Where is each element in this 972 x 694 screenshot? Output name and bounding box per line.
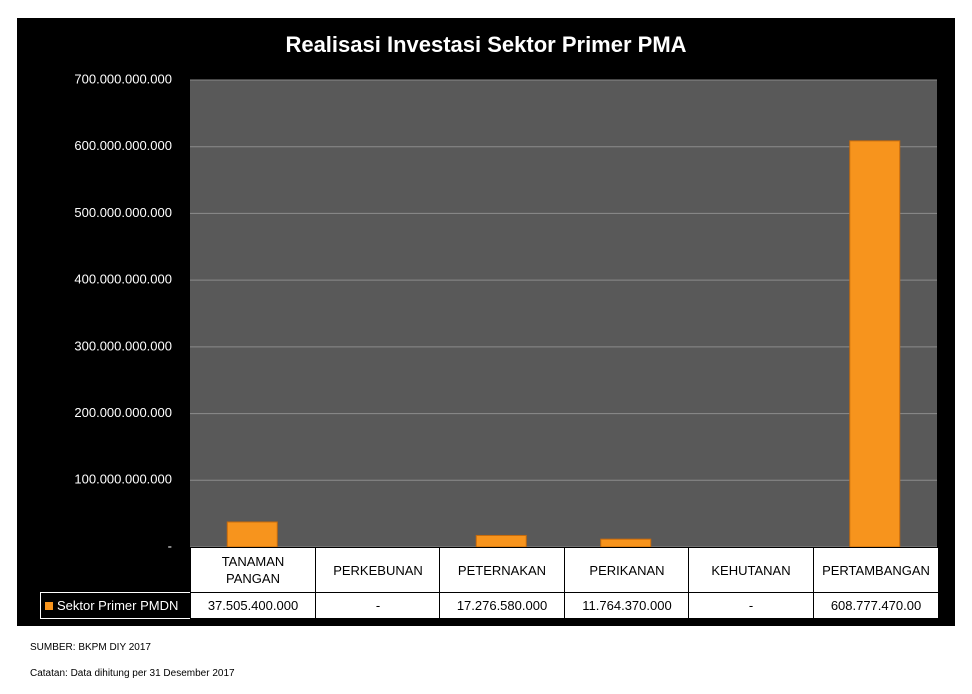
y-tick-label: 300.000.000.000 — [74, 338, 172, 353]
legend-swatch — [45, 601, 53, 610]
value-label: - — [315, 592, 441, 619]
y-tick-label: 400.000.000.000 — [74, 272, 172, 287]
bar — [849, 140, 901, 548]
plot-area — [190, 80, 937, 547]
bar — [475, 534, 527, 548]
value-label: 17.276.580.000 — [439, 592, 565, 619]
y-tick-label: 700.000.000.000 — [74, 71, 172, 86]
x-tick-label: PERIKANAN — [564, 547, 690, 593]
y-tick-label: 600.000.000.000 — [74, 138, 172, 153]
source-note: SUMBER: BKPM DIY 2017 — [30, 642, 151, 653]
chart-title: Realisasi Investasi Sektor Primer PMA — [285, 32, 686, 57]
y-tick-label: 200.000.000.000 — [74, 405, 172, 420]
x-tick-label: PETERNAKAN — [439, 547, 565, 593]
x-tick-label: PERKEBUNAN — [315, 547, 441, 593]
y-tick-label: - — [168, 538, 172, 553]
legend-entry: Sektor Primer PMDN — [40, 592, 191, 619]
x-tick-label: PERTAMBANGAN — [813, 547, 939, 593]
y-tick-label: 100.000.000.000 — [74, 472, 172, 487]
value-label: 608.777.470.00 — [813, 592, 939, 619]
footnote: Catatan: Data dihitung per 31 Desember 2… — [30, 668, 235, 679]
legend-label: Sektor Primer PMDN — [57, 598, 179, 613]
value-label: - — [688, 592, 814, 619]
bar — [600, 538, 652, 548]
value-label: 37.505.400.000 — [190, 592, 316, 619]
bar — [226, 521, 278, 548]
value-label: 11.764.370.000 — [564, 592, 690, 619]
x-tick-label: TANAMAN PANGAN — [190, 547, 316, 593]
y-tick-label: 500.000.000.000 — [74, 205, 172, 220]
x-tick-label: KEHUTANAN — [688, 547, 814, 593]
